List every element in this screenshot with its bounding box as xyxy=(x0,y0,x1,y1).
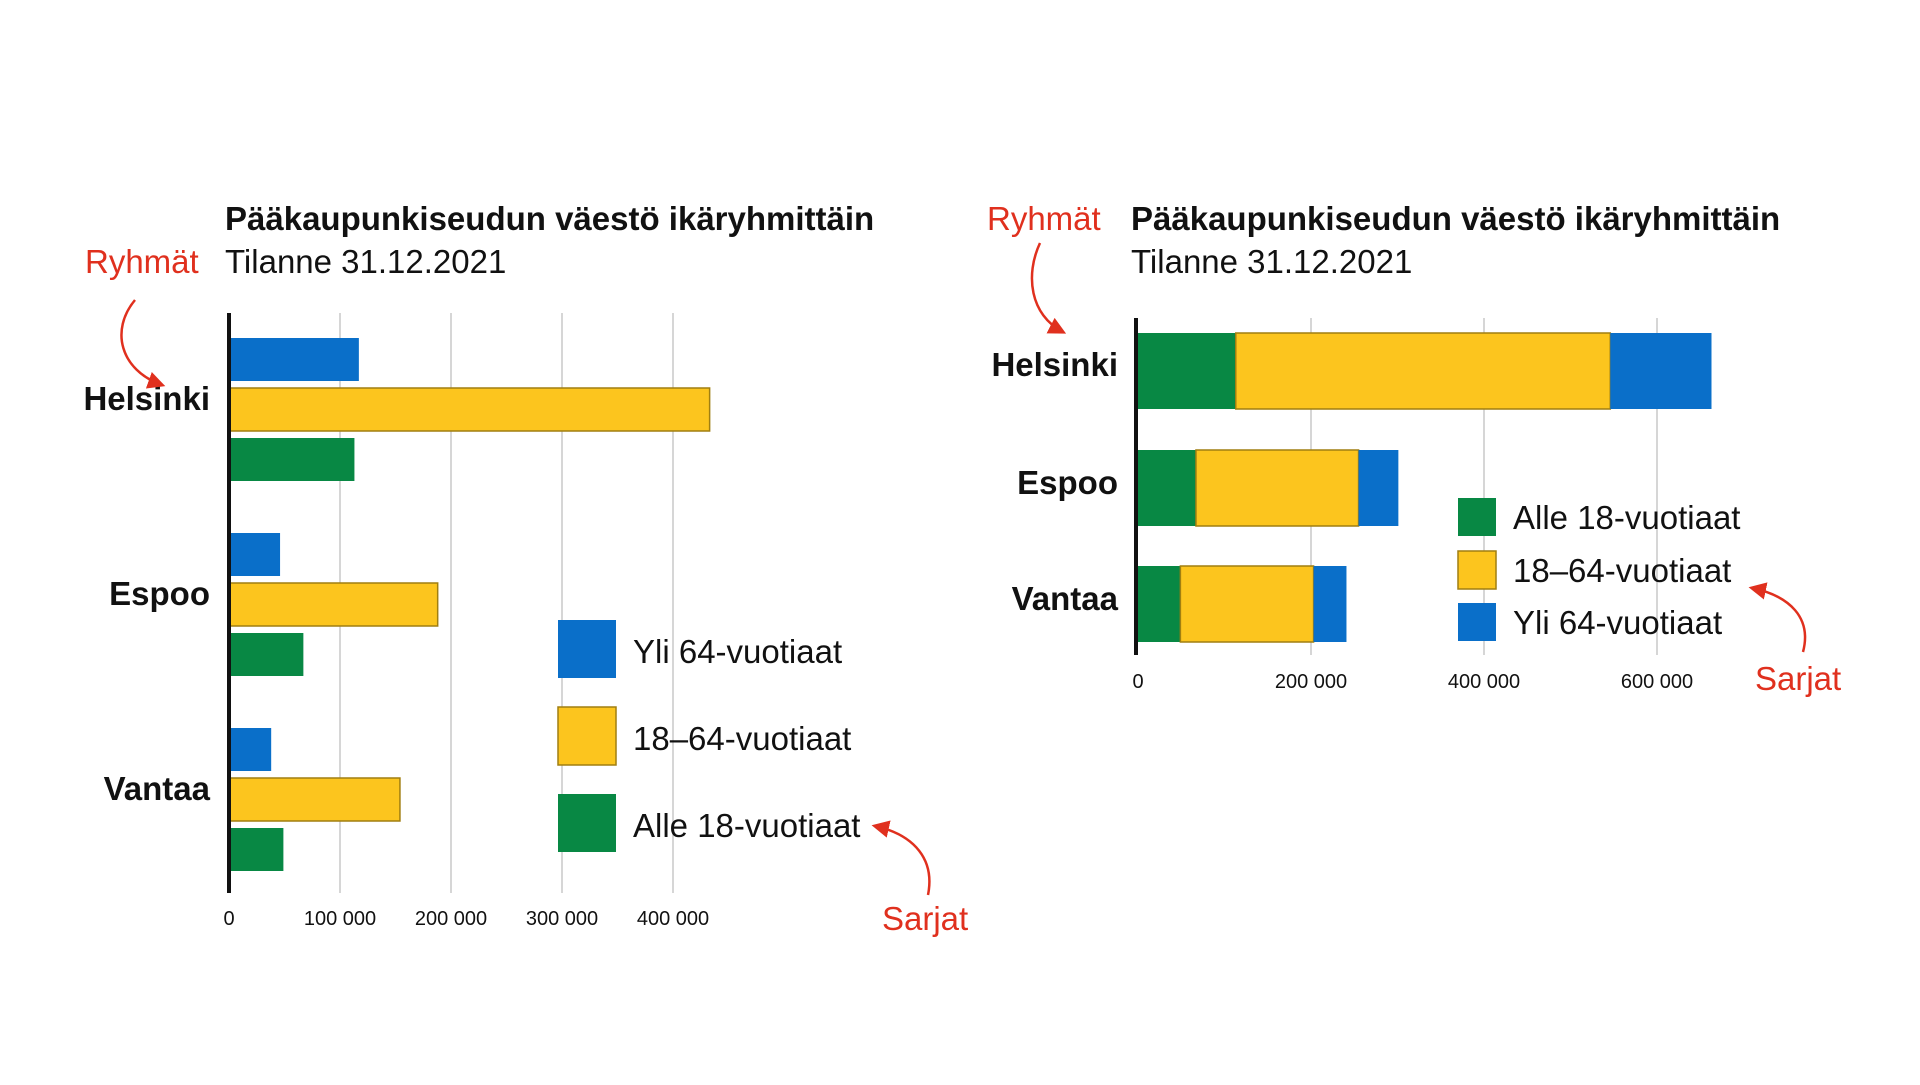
annotation-groups-arrow xyxy=(120,299,166,389)
legend: Yli 64-vuotiaat 18–64-vuotiaat Alle 18-v… xyxy=(557,620,860,852)
annotation-series-arrow xyxy=(1748,582,1807,653)
bar-espoo-18-64-vuotiaat xyxy=(1195,449,1360,527)
grouped-bar-chart: Pääkaupunkiseudun väestö ikäryhmittäin T… xyxy=(83,200,968,937)
bar-espoo-alle-18-vuotiaat xyxy=(1138,450,1196,526)
x-tick-label: 400 000 xyxy=(637,908,709,930)
bar-vantaa-yli-64-vuotiaat xyxy=(1313,566,1347,642)
legend-swatch-18-64 xyxy=(1457,550,1497,590)
category-label-helsinki: Helsinki xyxy=(991,346,1118,383)
x-tick-label: 0 xyxy=(223,908,234,930)
annotation-groups: Ryhmät xyxy=(987,200,1101,237)
annotation-series-arrow xyxy=(871,820,931,896)
bar-vantaa-alle-18-vuotiaat xyxy=(229,828,284,871)
legend-swatch-alle-18 xyxy=(1458,498,1496,536)
category-label-espoo: Espoo xyxy=(1017,464,1118,501)
category-label-espoo: Espoo xyxy=(109,575,210,612)
legend-swatch-yli-64 xyxy=(1458,603,1496,641)
x-tick-label: 300 000 xyxy=(526,908,598,930)
bar-helsinki-18-64-vuotiaat xyxy=(1234,332,1612,410)
annotation-groups: Ryhmät xyxy=(85,243,199,280)
x-tick-label: 200 000 xyxy=(1275,671,1347,693)
x-tick-label: 600 000 xyxy=(1621,671,1693,693)
bar-espoo-yli-64-vuotiaat xyxy=(229,533,281,576)
legend-label-yli-64: Yli 64-vuotiaat xyxy=(1513,604,1722,641)
legend-label-yli-64: Yli 64-vuotiaat xyxy=(633,633,842,670)
x-tick-label: 200 000 xyxy=(415,908,487,930)
legend-label-18-64: 18–64-vuotiaat xyxy=(633,720,851,757)
bar-vantaa-18-64-vuotiaat xyxy=(1179,565,1315,643)
legend-swatch-alle-18 xyxy=(558,794,616,852)
category-label-vantaa: Vantaa xyxy=(1012,580,1119,617)
bars xyxy=(1138,332,1712,643)
x-tick-label: 0 xyxy=(1132,671,1143,693)
chart-subtitle: Tilanne 31.12.2021 xyxy=(225,243,506,280)
bars xyxy=(228,338,711,871)
bar-espoo-alle-18-vuotiaat xyxy=(229,633,304,676)
x-tick-labels: 0 100 000 200 000 300 000 400 000 xyxy=(223,908,709,930)
x-tick-labels: 0 200 000 400 000 600 000 xyxy=(1132,671,1693,693)
stacked-bar-chart: Pääkaupunkiseudun väestö ikäryhmittäin T… xyxy=(987,200,1841,697)
x-tick-label: 400 000 xyxy=(1448,671,1520,693)
x-tick-label: 100 000 xyxy=(304,908,376,930)
legend-label-alle-18: Alle 18-vuotiaat xyxy=(1513,499,1740,536)
legend: Alle 18-vuotiaat 18–64-vuotiaat Yli 64-v… xyxy=(1457,498,1740,641)
legend-label-alle-18: Alle 18-vuotiaat xyxy=(633,807,860,844)
bar-helsinki-18-64-vuotiaat xyxy=(228,387,711,432)
bar-espoo-yli-64-vuotiaat xyxy=(1358,450,1399,526)
bar-vantaa-yli-64-vuotiaat xyxy=(229,728,272,771)
bar-espoo-18-64-vuotiaat xyxy=(228,582,439,627)
chart-subtitle: Tilanne 31.12.2021 xyxy=(1131,243,1412,280)
legend-label-18-64: 18–64-vuotiaat xyxy=(1513,552,1731,589)
chart-title: Pääkaupunkiseudun väestö ikäryhmittäin xyxy=(1131,200,1780,237)
category-label-vantaa: Vantaa xyxy=(104,770,211,807)
legend-swatch-yli-64 xyxy=(558,620,616,678)
bar-helsinki-alle-18-vuotiaat xyxy=(229,438,355,481)
annotation-groups-arrow xyxy=(1030,242,1067,334)
annotation-series: Sarjat xyxy=(882,900,968,937)
legend-swatch-18-64 xyxy=(557,706,617,766)
annotation-series: Sarjat xyxy=(1755,660,1841,697)
bar-vantaa-alle-18-vuotiaat xyxy=(1138,566,1181,642)
chart-title: Pääkaupunkiseudun väestö ikäryhmittäin xyxy=(225,200,874,237)
bar-helsinki-yli-64-vuotiaat xyxy=(229,338,359,381)
category-label-helsinki: Helsinki xyxy=(83,380,210,417)
bar-helsinki-yli-64-vuotiaat xyxy=(1610,333,1712,409)
bar-vantaa-18-64-vuotiaat xyxy=(228,777,401,822)
bar-helsinki-alle-18-vuotiaat xyxy=(1138,333,1236,409)
